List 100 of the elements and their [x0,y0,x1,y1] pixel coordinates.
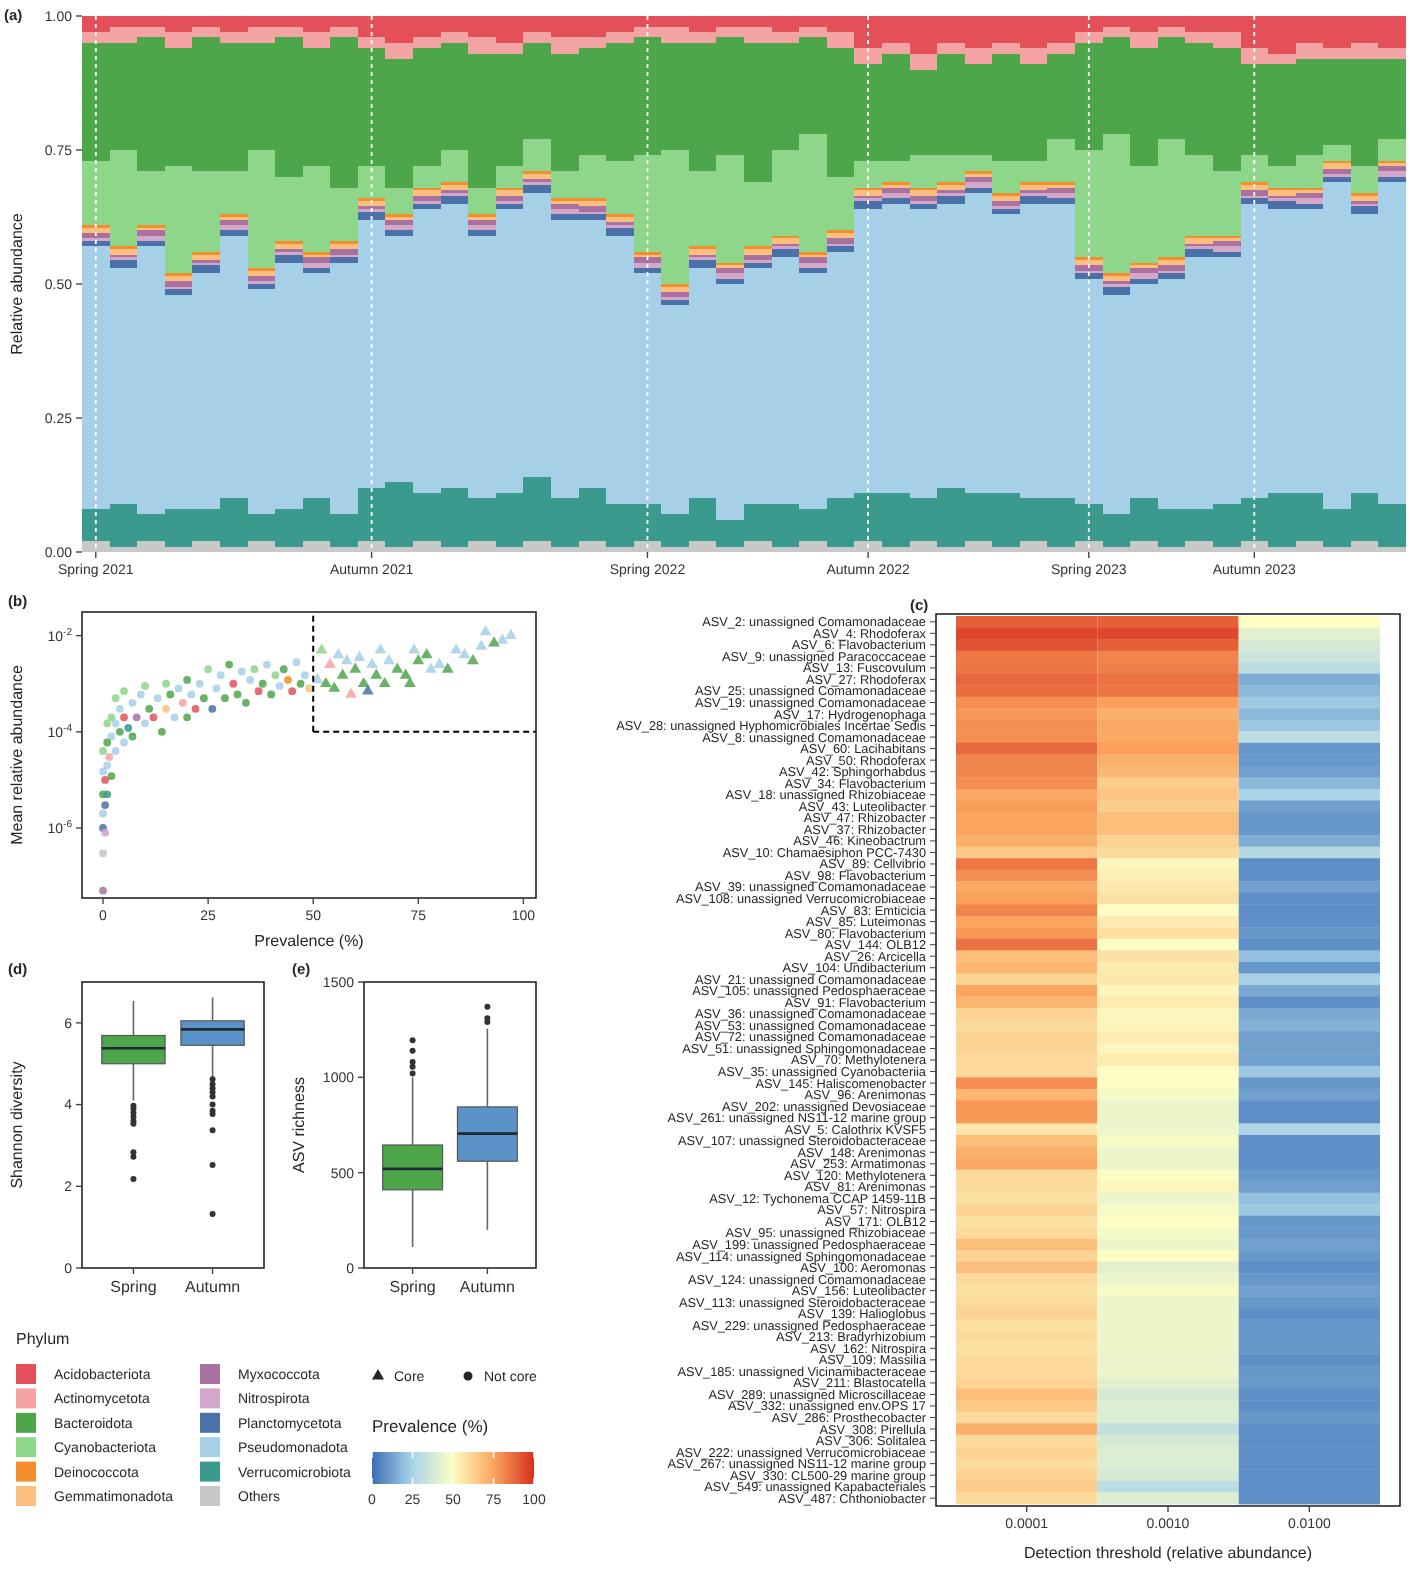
bar [1378,176,1406,183]
point [504,628,517,640]
point [284,676,292,684]
point [300,671,309,680]
point [425,662,437,673]
point [103,719,112,728]
bar [1350,206,1379,215]
y-axis-title: Relative abundance [8,212,26,355]
point [216,671,225,680]
bar [964,187,993,193]
point [99,747,107,755]
point [279,665,288,674]
point [183,676,191,684]
bar [881,192,910,199]
point [324,657,336,668]
bar [164,281,193,287]
bar [1130,278,1158,284]
bar [385,230,413,236]
bar [688,259,717,268]
bar [164,289,193,295]
bar [992,208,1020,215]
bar [909,203,938,209]
bar [219,219,248,226]
bar [964,182,993,188]
bar [1075,265,1103,271]
point [242,698,250,707]
point [157,727,166,736]
point [332,647,345,659]
point [250,665,259,674]
point [353,650,366,661]
bar [1240,190,1269,196]
bar [881,187,910,193]
point [391,662,404,673]
bar [247,270,276,276]
bar [909,195,938,201]
bar [1378,171,1406,177]
bar [275,254,303,263]
bar [468,187,496,215]
point [336,668,349,679]
point [366,657,378,668]
bar [854,190,882,196]
point [267,690,276,699]
point [115,727,124,736]
point [128,698,137,707]
bar [219,230,248,236]
bar [82,241,110,247]
bar [1102,286,1131,295]
point [315,643,328,654]
point [120,713,128,722]
point [328,681,341,692]
point [374,643,387,654]
point [166,690,175,699]
point [292,658,301,667]
bar [909,53,938,70]
y-axis-title: ASV richness [290,1076,308,1174]
point [378,676,391,688]
bar [771,238,800,244]
point [162,704,170,713]
bar [1075,273,1103,279]
point [107,732,116,741]
y-axis-title: Shannon diversity [8,1061,26,1189]
bar [716,278,744,284]
point [149,713,158,722]
point [120,738,128,747]
bar [661,292,689,298]
point [246,676,255,684]
bar [826,246,855,252]
bar [744,262,772,268]
bar [1323,168,1351,175]
bar [247,284,276,290]
bar [357,211,386,220]
bar [137,235,165,242]
bar [606,227,634,236]
bar [1350,166,1379,193]
point [288,687,297,696]
bar [523,174,551,180]
bar [164,275,193,282]
bar [192,265,220,274]
point [111,747,120,755]
bar [964,176,993,183]
point [195,679,204,688]
x-axis-title: Prevalence (%) [254,932,365,950]
bar [1075,259,1103,266]
bar [1102,275,1131,282]
point [271,671,280,680]
bar [688,249,717,255]
bar [495,203,524,209]
point [458,647,471,659]
bar [937,195,965,204]
point [141,719,149,728]
bar [468,230,496,236]
point [258,679,267,688]
x-axis-title: Detection threshold (relative abundance) [1023,1544,1313,1562]
bar [771,249,800,258]
point [204,665,213,674]
point [479,625,492,636]
bar [109,249,138,255]
point [115,704,124,713]
point [170,713,179,722]
point [349,662,362,673]
